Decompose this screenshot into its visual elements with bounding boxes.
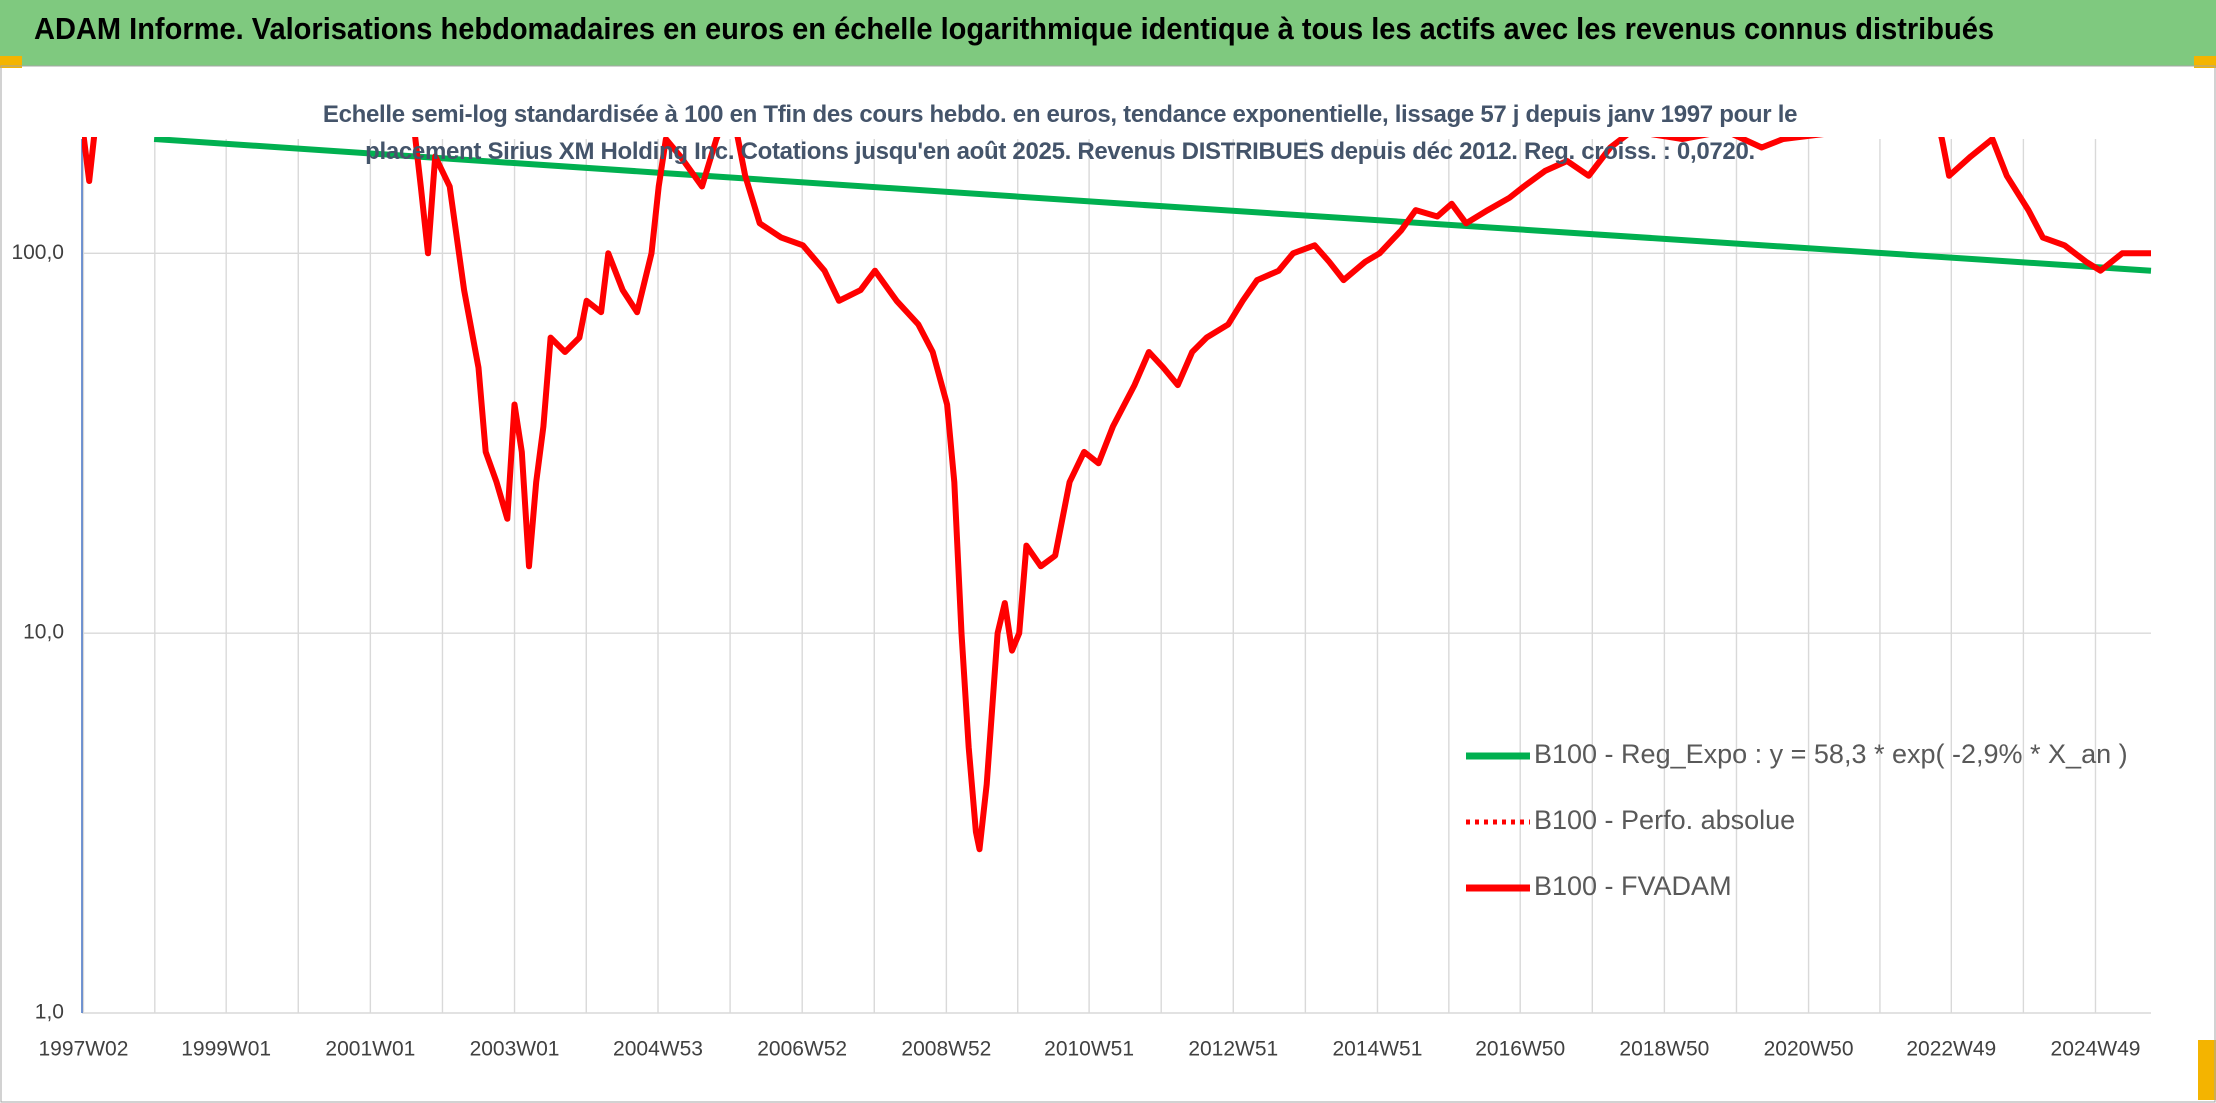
x-tick-label: 2010W51 — [1044, 1038, 1134, 1061]
corner-mark — [0, 56, 22, 68]
x-tick-label: 2020W50 — [1764, 1038, 1854, 1061]
legend-label: B100 - FVADAM — [1534, 871, 1732, 901]
x-tick-label: 2003W01 — [470, 1038, 560, 1061]
x-tick-label: 2016W50 — [1475, 1038, 1565, 1061]
x-tick-label: 2001W01 — [325, 1038, 415, 1061]
legend-label: B100 - Perfo. absolue — [1534, 805, 1795, 835]
series-line — [153, 137, 2152, 274]
frame — [0, 65, 2216, 1103]
x-tick-label: 2014W51 — [1333, 1038, 1423, 1061]
x-tick-label: 2018W50 — [1619, 1038, 1709, 1061]
corner-mark — [2194, 56, 2216, 68]
x-tick-label: 2022W49 — [1906, 1038, 1996, 1061]
chart-subtitle: Echelle semi-log standardisée à 100 en T… — [322, 101, 1798, 165]
corner-mark — [2198, 1040, 2216, 1100]
x-tick-label: 2004W53 — [613, 1038, 703, 1061]
x-tick-label: 1999W01 — [181, 1038, 271, 1061]
x-tick-label: 2024W49 — [2051, 1038, 2141, 1061]
y-tick-label: 100,0 — [11, 241, 64, 264]
legend-label: B100 - Reg_Expo : y = 58,3 * exp( -2,9% … — [1534, 739, 2128, 769]
series-line — [82, 137, 2151, 853]
x-tick-label: 2006W52 — [757, 1038, 847, 1061]
x-tick-label: 2008W52 — [901, 1038, 991, 1061]
x-tick-label: 2012W51 — [1188, 1038, 1278, 1061]
x-tick-label: 1997W02 — [38, 1038, 128, 1061]
plot-area — [82, 137, 2152, 853]
y-tick-label: 10,0 — [23, 621, 64, 644]
title-bar — [0, 0, 2216, 66]
y-tick-label: 1,0 — [35, 1001, 64, 1024]
chart-title: ADAM Informe. Valorisations hebdomadaire… — [34, 11, 1994, 46]
